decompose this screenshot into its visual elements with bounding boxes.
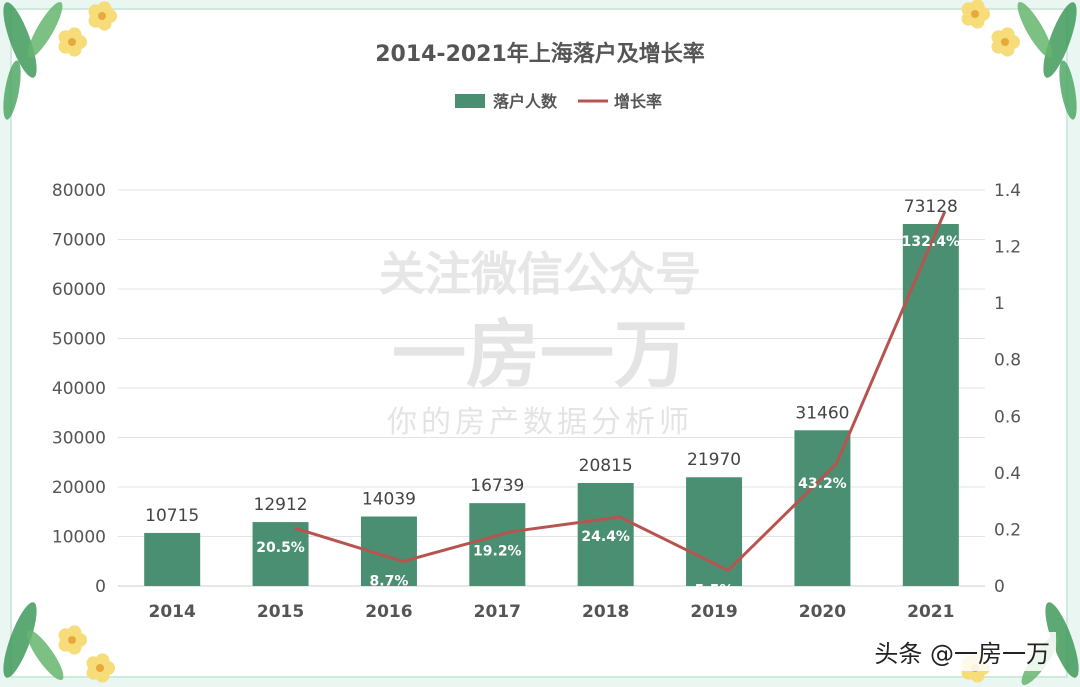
y-left-tick-label: 40000	[52, 379, 106, 399]
growth-rate-label: 132.4%	[902, 234, 960, 250]
growth-rate-label: 8.7%	[370, 573, 409, 589]
y-left-tick-label: 0	[95, 577, 106, 597]
leaf-icon	[1017, 1, 1053, 58]
y-right-tick-label: 1.2	[994, 238, 1021, 258]
bar	[144, 532, 201, 586]
bar	[252, 522, 309, 586]
x-tick-label: 2018	[582, 602, 629, 622]
x-tick-label: 2021	[907, 602, 954, 622]
flower-icon-petal	[67, 27, 82, 42]
flower-icon-petal	[95, 653, 110, 668]
flower-icon-petal	[970, 0, 985, 14]
x-tick-label: 2016	[365, 602, 412, 622]
flower-icon-center	[98, 12, 106, 20]
x-tick-label: 2019	[690, 602, 737, 622]
bar-value-label: 73128	[904, 197, 958, 217]
leaf-icon	[27, 1, 63, 58]
legend-line-label: 增长率	[614, 92, 662, 111]
y-right-tick-label: 0.6	[994, 407, 1021, 427]
growth-rate-label: 19.2%	[473, 544, 522, 560]
flower-icon-petal	[67, 625, 82, 640]
y-left-tick-label: 80000	[52, 181, 106, 201]
flower-icon-center	[68, 636, 76, 644]
flower-icon-center	[96, 664, 104, 672]
flower-icon-petal	[97, 1, 112, 16]
bar-value-label: 10715	[145, 506, 199, 526]
bar-value-label: 12912	[254, 495, 308, 515]
growth-rate-line	[294, 210, 947, 572]
bar-value-label: 14039	[362, 490, 416, 510]
flower-icon-petal	[1000, 27, 1015, 42]
y-right-tick-label: 1	[994, 294, 1005, 314]
growth-rate-label: 43.2%	[798, 476, 847, 492]
chart-title: 2014-2021年上海落户及增长率	[375, 42, 705, 67]
leaf-icon	[1045, 602, 1079, 678]
credit-watermark: 头条 @一房一万	[868, 632, 1056, 671]
y-right-tick-label: 0	[994, 577, 1005, 597]
bar-value-label: 21970	[687, 450, 741, 470]
bar-value-label: 20815	[579, 456, 633, 476]
y-right-tick-label: 0.4	[994, 464, 1021, 484]
growth-rate-label: 24.4%	[581, 529, 630, 545]
leaf-icon	[26, 630, 64, 680]
leaf-icon	[1059, 60, 1077, 120]
y-left-tick-label: 10000	[52, 528, 106, 548]
bar	[902, 224, 959, 586]
y-left-tick-label: 30000	[52, 429, 106, 449]
bar-value-label: 31460	[795, 403, 849, 423]
watermark-line3: 你的房产数据分析师	[387, 405, 693, 440]
flower-icon-center	[1001, 38, 1009, 46]
watermark-line2: 一房一万	[392, 312, 688, 398]
legend-bar-swatch	[455, 94, 485, 108]
flower-icon-center	[68, 38, 76, 46]
leaf-icon	[1043, 2, 1077, 78]
x-tick-label: 2015	[257, 602, 304, 622]
bar	[469, 503, 526, 586]
bar	[577, 482, 634, 586]
y-right-tick-label: 0.2	[994, 520, 1021, 540]
y-right-tick-label: 0.8	[994, 351, 1021, 371]
growth-rate-label: 5.5%	[695, 582, 734, 598]
leaf-icon	[3, 60, 21, 120]
legend-bar-label: 落户人数	[493, 92, 558, 111]
y-left-tick-label: 50000	[52, 330, 106, 350]
x-tick-label: 2014	[149, 602, 196, 622]
watermark-line1: 关注微信公众号	[379, 247, 701, 301]
x-tick-label: 2017	[474, 602, 521, 622]
leaf-icon	[3, 2, 37, 78]
x-tick-label: 2020	[799, 602, 846, 622]
y-left-tick-label: 60000	[52, 280, 106, 300]
y-left-tick-label: 70000	[52, 231, 106, 251]
flower-icon-center	[971, 10, 979, 18]
y-left-tick-label: 20000	[52, 478, 106, 498]
bar	[686, 477, 743, 586]
y-right-tick-label: 1.4	[994, 181, 1021, 201]
growth-rate-label: 20.5%	[256, 540, 305, 556]
leaf-icon	[3, 602, 37, 678]
bar-value-label: 16739	[470, 476, 524, 496]
